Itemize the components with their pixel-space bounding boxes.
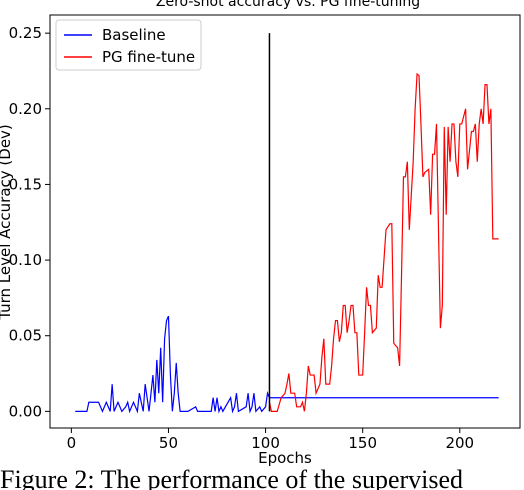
series-line [268, 72, 499, 412]
legend-label: Baseline [102, 26, 166, 44]
x-tick-label: 200 [445, 434, 474, 452]
chart-title: Zero-shot accuracy vs. PG fine-tuning [156, 0, 420, 10]
series-line [75, 315, 499, 414]
x-tick-label: 150 [348, 434, 377, 452]
legend-box [55, 19, 202, 71]
y-tick-label: 0.20 [9, 100, 42, 118]
caption: Figure 2: The performance of the supervi… [0, 465, 463, 490]
x-tick-label: 0 [67, 434, 77, 452]
x-tick-label: 50 [159, 434, 178, 452]
legend-label: PG fine-tune [102, 48, 195, 66]
y-tick-label: 0.05 [9, 327, 42, 345]
x-tick-label: 100 [251, 434, 280, 452]
y-tick-label: 0.10 [9, 251, 42, 269]
y-tick-label: 0.25 [9, 24, 42, 42]
y-tick-label: 0.00 [9, 402, 42, 420]
y-axis-label: Turn Level Accuracy (Dev) [0, 124, 14, 321]
plot-frame [49, 14, 521, 429]
y-tick-label: 0.15 [9, 175, 42, 193]
x-axis-label: Epochs [258, 449, 312, 467]
